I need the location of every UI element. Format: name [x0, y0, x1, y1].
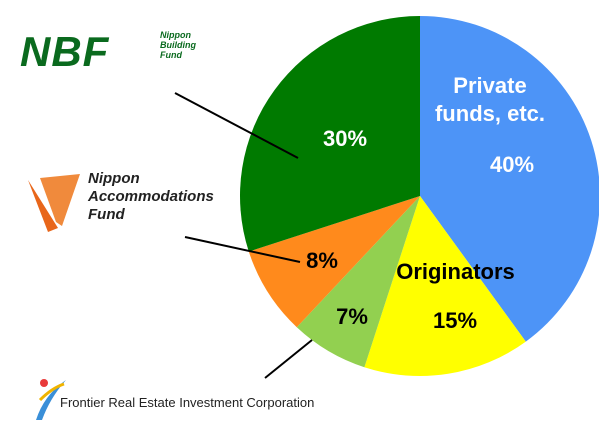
pie-slice	[248, 196, 420, 328]
naf-name: Nippon Accommodations Fund	[88, 170, 214, 223]
pie-slice	[420, 16, 599, 342]
naf-logo-icon	[28, 174, 80, 232]
pie-slice	[296, 196, 420, 368]
nbf-logo: NBF	[20, 28, 110, 75]
value-label: 15%	[433, 308, 477, 333]
pie	[239, 16, 599, 376]
frontier-name: Frontier Real Estate Investment Corporat…	[60, 395, 315, 410]
category-label: Originators	[396, 259, 515, 284]
leader-line	[264, 339, 313, 379]
leader-line	[174, 92, 299, 159]
pie-slice	[239, 16, 420, 252]
value-label: 30%	[323, 126, 367, 151]
pie-slice	[364, 196, 526, 376]
value-label: 7%	[336, 304, 368, 329]
frontier-logo-icon	[36, 379, 66, 420]
category-label: Private funds, etc.	[434, 73, 545, 126]
value-label: 8%	[306, 248, 338, 273]
nbf-name: Nippon Building Fund	[160, 30, 196, 60]
value-label: 40%	[490, 152, 534, 177]
leader-line	[184, 236, 301, 263]
